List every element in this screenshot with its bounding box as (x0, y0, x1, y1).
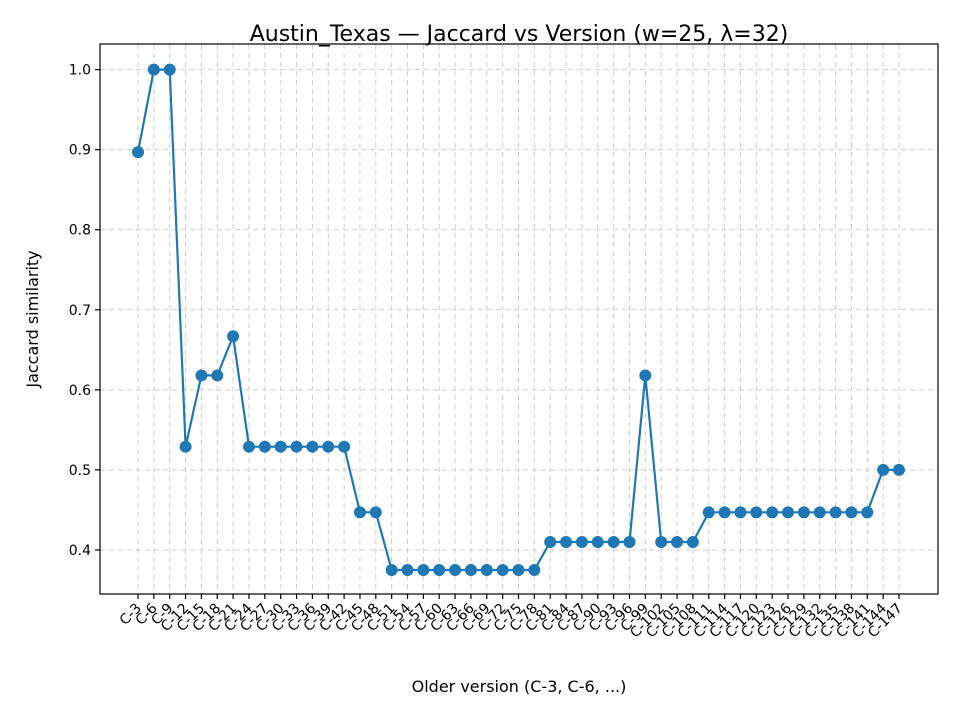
data-point (623, 535, 636, 548)
data-point (797, 506, 810, 519)
data-point (163, 63, 176, 76)
data-point (385, 563, 398, 576)
data-point (575, 535, 588, 548)
data-point (877, 463, 890, 476)
data-point (655, 535, 668, 548)
data-point (147, 63, 160, 76)
data-point (607, 535, 620, 548)
chart-title: Austin_Texas — Jaccard vs Version (w=25,… (250, 22, 789, 47)
data-point (338, 440, 351, 453)
data-point (671, 535, 684, 548)
y-tick-label: 0.9 (69, 143, 91, 159)
data-point (417, 563, 430, 576)
y-tick-label: 0.8 (69, 223, 91, 239)
y-tick-label: 0.6 (69, 383, 91, 399)
data-point (750, 506, 763, 519)
series-layer (132, 63, 905, 576)
data-point (782, 506, 795, 519)
data-point (512, 563, 525, 576)
y-tick-label: 1.0 (69, 63, 91, 79)
grid-layer (100, 44, 938, 594)
data-point (893, 463, 905, 476)
data-point (528, 563, 541, 576)
data-point (829, 506, 842, 519)
data-point (401, 563, 414, 576)
data-point (544, 535, 557, 548)
y-tick-label: 0.7 (69, 303, 91, 319)
data-point (258, 440, 271, 453)
x-axis-label: Older version (C-3, C-6, ...) (412, 677, 627, 696)
data-point (211, 369, 224, 382)
data-point (369, 506, 382, 519)
data-point (179, 440, 192, 453)
data-point (591, 535, 604, 548)
data-point (195, 369, 208, 382)
data-point (734, 506, 747, 519)
data-point (449, 563, 462, 576)
y-axis-label: Jaccard similarity (23, 250, 42, 388)
data-point (274, 440, 287, 453)
data-point (813, 506, 826, 519)
data-point (702, 506, 715, 519)
data-point (496, 563, 509, 576)
data-point (306, 440, 319, 453)
data-point (686, 535, 699, 548)
data-point (227, 330, 240, 343)
data-point (132, 146, 144, 159)
data-point (766, 506, 779, 519)
data-point (560, 535, 573, 548)
data-point (353, 506, 366, 519)
data-point (480, 563, 493, 576)
data-point (845, 506, 858, 519)
y-tick-label: 0.5 (69, 463, 91, 479)
data-point (322, 440, 335, 453)
data-point (861, 506, 874, 519)
data-point (718, 506, 731, 519)
data-point (242, 440, 255, 453)
data-point (639, 369, 652, 382)
y-tick-label: 0.4 (69, 543, 91, 559)
data-point (464, 563, 477, 576)
data-point (433, 563, 446, 576)
data-point (290, 440, 303, 453)
